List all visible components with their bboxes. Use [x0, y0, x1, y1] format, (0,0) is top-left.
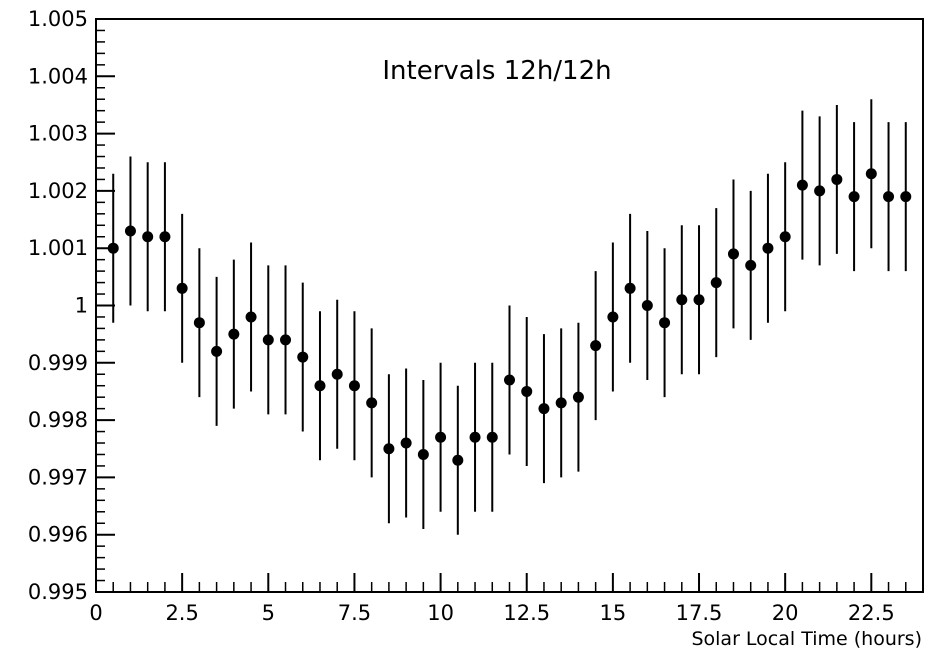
- data-point: [710, 277, 722, 289]
- x-tick-label: 15: [600, 601, 627, 625]
- x-tick-label: 5: [262, 601, 275, 625]
- data-point: [435, 431, 447, 443]
- data-point: [900, 191, 912, 203]
- data-point: [814, 185, 826, 197]
- data-point: [159, 231, 171, 243]
- y-tick-label: 0.996: [28, 523, 88, 547]
- data-point: [848, 191, 860, 203]
- data-point: [762, 242, 774, 254]
- data-point: [659, 317, 671, 329]
- y-tick-label: 0.995: [28, 580, 88, 604]
- data-point: [572, 391, 584, 403]
- data-point: [676, 294, 688, 306]
- data-point: [590, 340, 602, 352]
- data-point: [624, 282, 636, 294]
- data-point: [262, 334, 274, 346]
- data-point: [779, 231, 791, 243]
- data-point: [400, 437, 412, 449]
- x-axis-ticks: 0 2.5 5 7.5 10 12.5 15 17.5 20 22.5: [89, 573, 907, 625]
- y-tick-label: 1.002: [28, 179, 88, 203]
- data-point: [607, 311, 619, 323]
- data-point: [745, 259, 757, 271]
- data-point: [796, 179, 808, 191]
- data-point: [641, 300, 653, 311]
- data-point: [555, 397, 567, 409]
- x-tick-label: 2.5: [165, 601, 198, 625]
- data-point: [417, 448, 429, 460]
- x-tick-label: 20: [772, 601, 799, 625]
- data-point: [383, 443, 395, 455]
- y-axis-ticks: 0.995 0.996 0.997 0.998 0.999 1 1.001 1.002 1.00…: [28, 7, 115, 604]
- data-point: [883, 191, 895, 203]
- y-tick-label: 0.999: [28, 351, 88, 375]
- data-point: [107, 242, 119, 254]
- data-point: [124, 225, 136, 237]
- data-point: [280, 334, 292, 346]
- data-point: [142, 231, 154, 243]
- y-tick-label: 0.998: [28, 408, 88, 432]
- y-tick-label: 1.003: [28, 122, 88, 146]
- x-tick-label: 17.5: [676, 601, 723, 625]
- y-tick-label: 1.001: [28, 236, 88, 260]
- data-point: [865, 168, 877, 180]
- data-point: [486, 431, 498, 443]
- y-tick-label: 1: [75, 294, 88, 318]
- data-point: [297, 351, 309, 363]
- data-point: [245, 311, 257, 323]
- data-point: [366, 397, 378, 409]
- data-point: [538, 403, 550, 415]
- data-point: [504, 374, 515, 386]
- data-point: [693, 294, 705, 306]
- x-tick-label: 10: [427, 601, 454, 625]
- data-point: [314, 380, 326, 392]
- y-tick-label: 0.997: [28, 465, 88, 489]
- x-axis-label: Solar Local Time (hours): [691, 628, 922, 650]
- data-point: [452, 454, 464, 466]
- data-point: [469, 431, 481, 443]
- x-tick-label: 12.5: [503, 601, 550, 625]
- x-tick-label: 0: [89, 601, 102, 625]
- data-point: [176, 282, 188, 294]
- data-marks: [107, 99, 912, 535]
- chart-title: Intervals 12h/12h: [382, 56, 611, 86]
- data-point: [521, 385, 533, 397]
- data-point: [211, 345, 223, 357]
- data-point: [331, 368, 343, 380]
- data-point: [727, 248, 739, 260]
- data-point: [228, 328, 240, 340]
- data-point: [348, 380, 360, 392]
- data-point: [193, 317, 205, 329]
- x-tick-label: 7.5: [338, 601, 371, 625]
- data-point: [831, 173, 843, 185]
- y-tick-label: 1.004: [28, 64, 88, 88]
- y-tick-label: 1.005: [28, 7, 88, 31]
- x-tick-label: 22.5: [848, 601, 895, 625]
